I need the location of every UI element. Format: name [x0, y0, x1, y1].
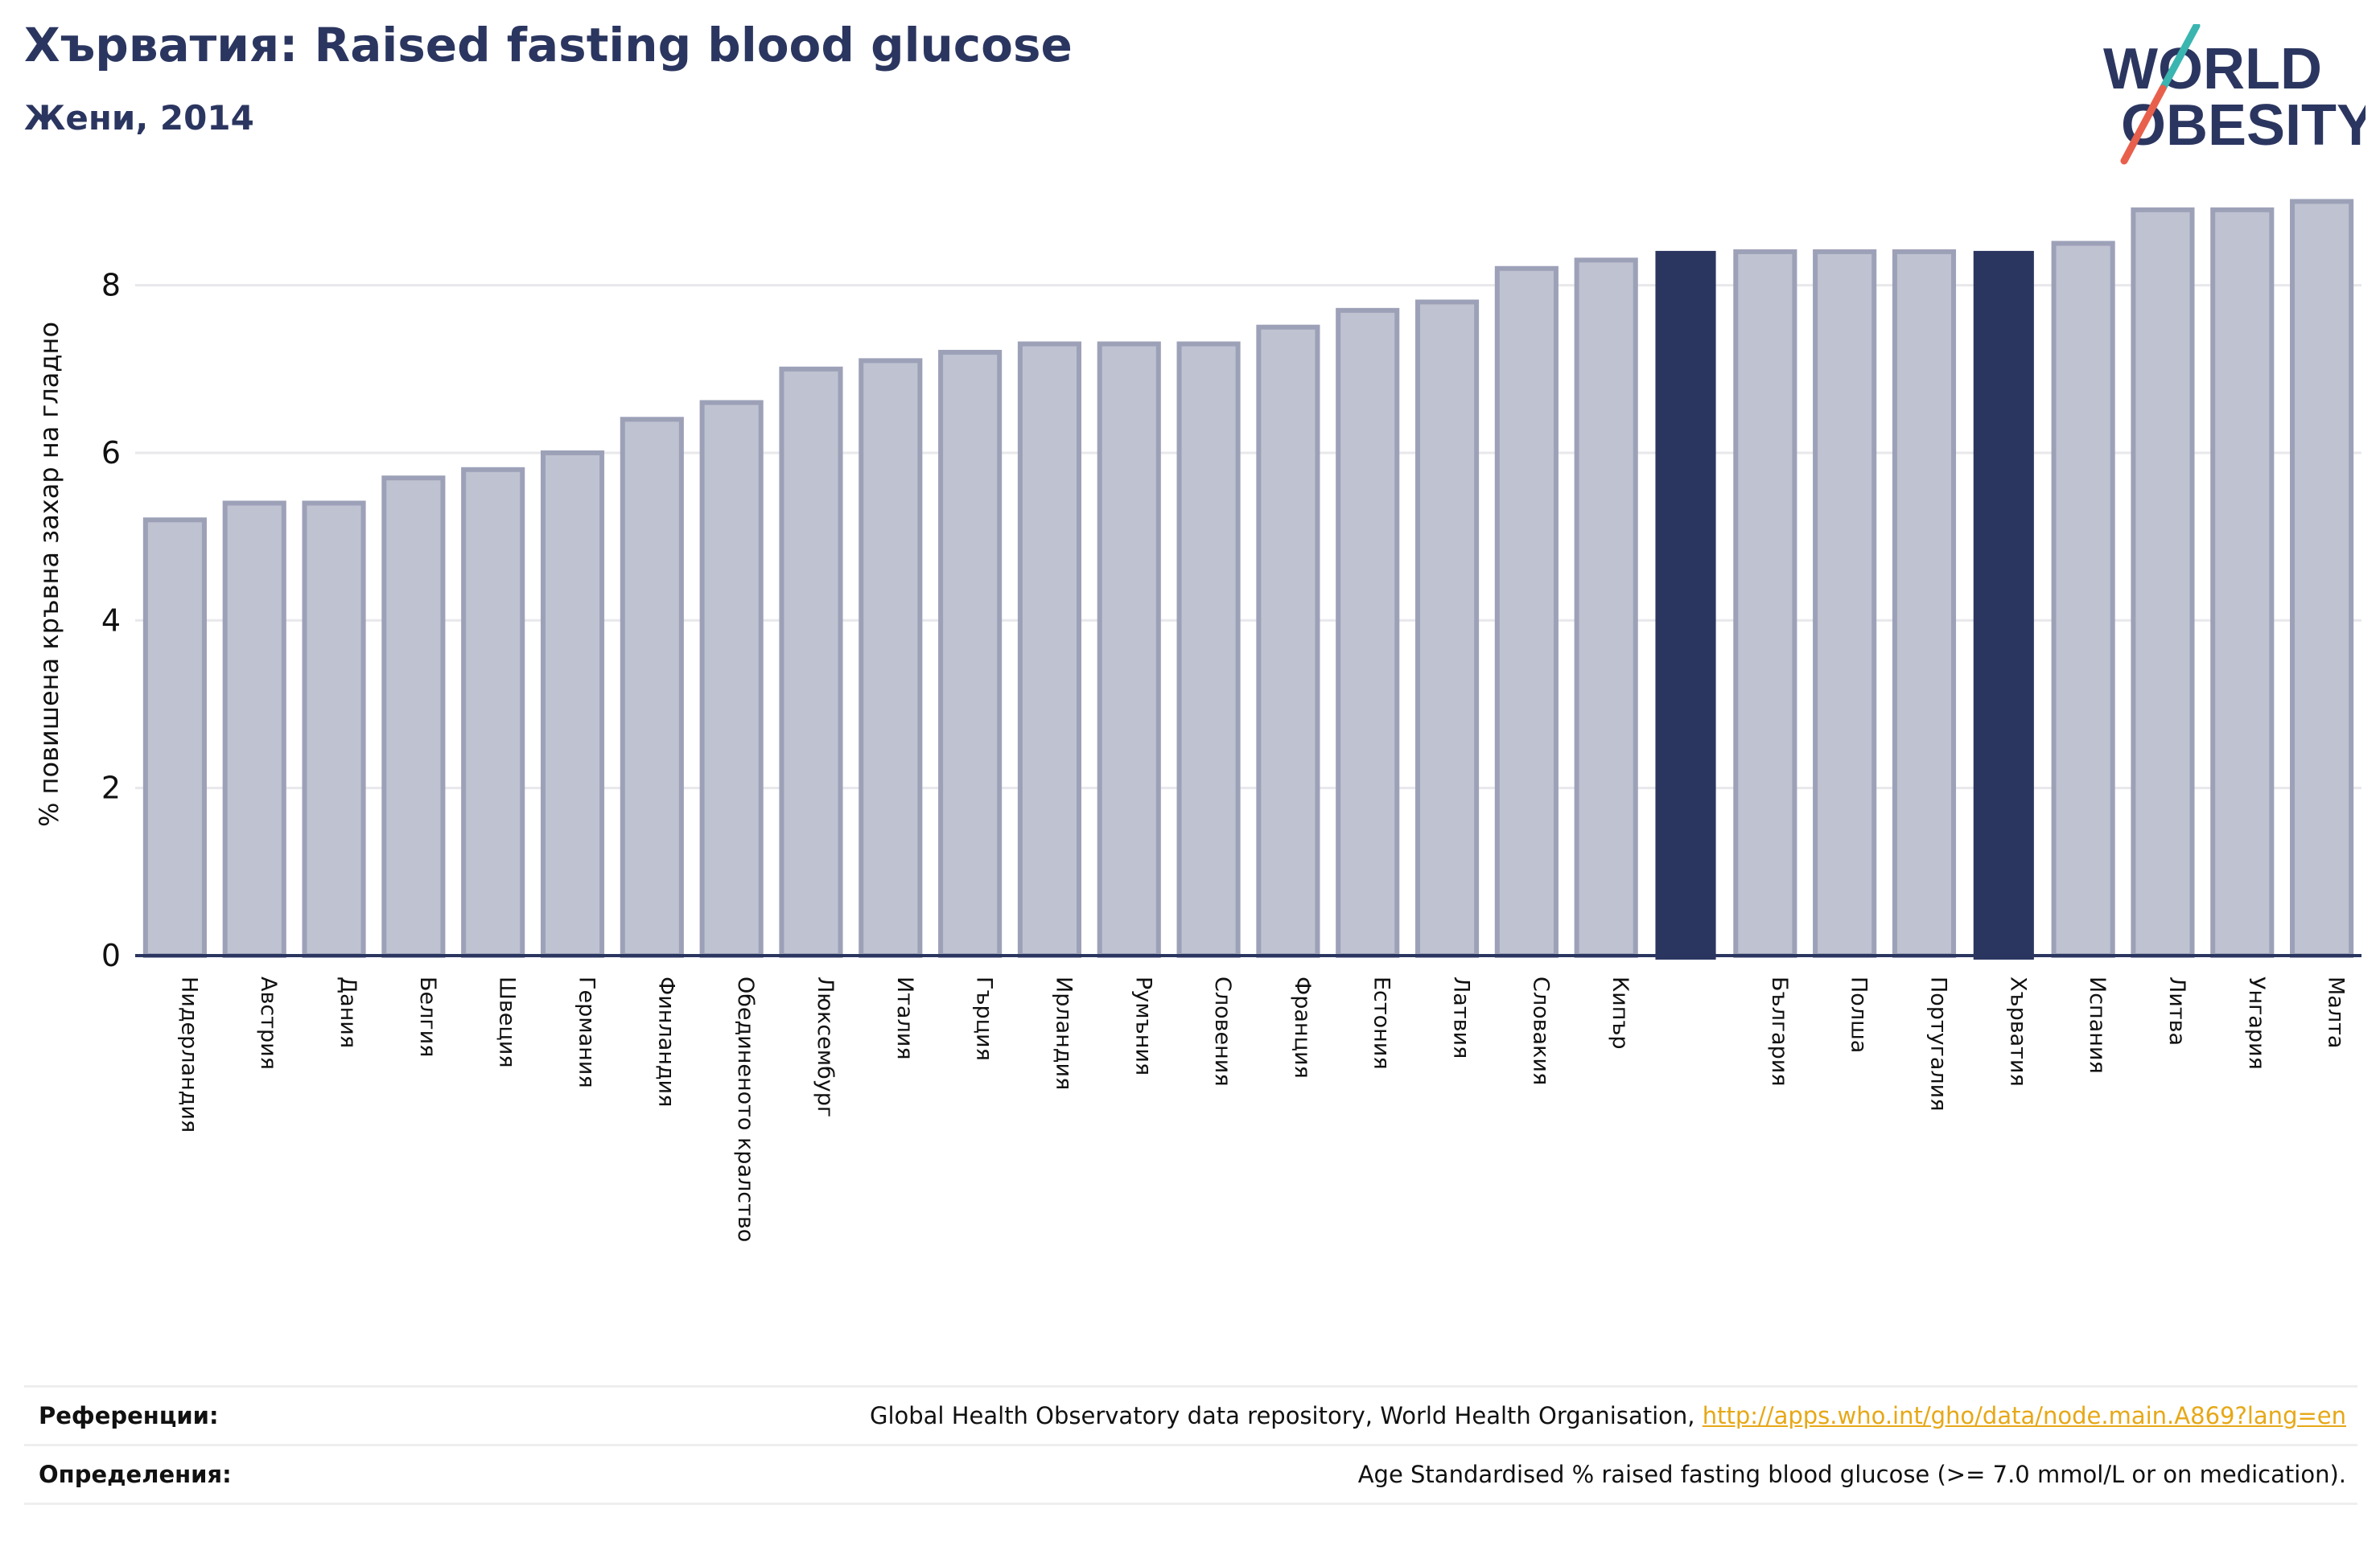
logo-slash-top [2159, 22, 2201, 93]
bar [1097, 341, 1161, 958]
bar [1813, 249, 1877, 958]
bar [1414, 299, 1480, 958]
x-tick-label: Кипър [1608, 977, 1633, 1050]
references-row: Референции: Global Health Observatory da… [24, 1385, 2357, 1444]
bar [1733, 249, 1797, 958]
logo-line-2: OBESITY [2121, 93, 2366, 158]
y-tick-label: 8 [101, 268, 121, 303]
bar-highlighted [1655, 250, 1716, 960]
x-tick-label: Франция [1290, 977, 1315, 1079]
x-tick-label: Унгария [2244, 977, 2269, 1070]
x-tick-label: Австрия [256, 977, 281, 1070]
x-tick-label: Италия [892, 977, 917, 1060]
x-tick-label: Белгия [415, 977, 440, 1057]
y-tick-label: 2 [101, 771, 121, 806]
definitions-row: Определения: Age Standardised % raised f… [24, 1444, 2357, 1505]
bar [1176, 341, 1241, 958]
x-tick-label: Гърция [972, 977, 997, 1061]
x-tick-label: Нидерландия [176, 977, 201, 1133]
bar [779, 366, 843, 958]
x-tick-label: Ирландия [1051, 977, 1076, 1090]
bar-highlighted [1973, 250, 2034, 960]
bar [938, 349, 1003, 958]
y-axis-label: % повишена кръвна захар на гладно [34, 322, 64, 827]
x-tick-label: Обединеното кралство [733, 977, 758, 1242]
y-tick-label: 6 [101, 435, 121, 471]
x-tick-label: Испания [2085, 977, 2110, 1074]
bar [2051, 241, 2115, 958]
definitions-label: Определения: [39, 1461, 232, 1488]
x-tick-label: Дания [336, 977, 360, 1048]
x-tick-label: Финландия [653, 977, 678, 1107]
logo-slash-bottom [2120, 84, 2167, 165]
y-tick-label: 0 [101, 938, 121, 973]
references-label: Референции: [39, 1402, 219, 1429]
y-tick-label: 4 [101, 602, 121, 638]
x-tick-label: Люксембург [813, 977, 838, 1117]
x-tick-label: Германия [574, 977, 599, 1088]
chart-subtitle: Жени, 2014 [24, 98, 254, 138]
x-tick-label: Литва [2164, 977, 2189, 1046]
bar [222, 500, 286, 958]
bar [1574, 257, 1638, 959]
x-tick-label: Естония [1369, 977, 1394, 1070]
footer-table: Референции: Global Health Observatory da… [24, 1385, 2357, 1505]
bar [2210, 207, 2275, 959]
bars [142, 199, 2354, 960]
bar [620, 417, 684, 958]
x-tick-label: Словения [1210, 977, 1235, 1087]
world-obesity-logo: WORLD OBESITY [2100, 22, 2375, 169]
x-tick-label: Хърватия [2005, 977, 2030, 1087]
references-link[interactable]: http://apps.who.int/gho/data/node.main.A… [1702, 1402, 2346, 1429]
references-value: Global Health Observatory data repositor… [870, 1402, 2357, 1429]
bar [859, 358, 923, 959]
bar [1892, 249, 1957, 958]
bar [142, 517, 207, 958]
logo-line-1: WORLD [2103, 37, 2322, 101]
x-tick-label: Румъния [1130, 977, 1155, 1075]
definitions-text: Age Standardised % raised fasting blood … [1357, 1461, 2346, 1488]
bar [1494, 265, 1559, 958]
bar [1017, 341, 1082, 958]
labels: 0 2 4 6 8 Нидерландия Австрия Дания Белгия Швеция… [34, 268, 2349, 1243]
references-text: Global Health Observatory data repositor… [869, 1402, 1703, 1429]
x-tick-label: Малта [2324, 977, 2349, 1048]
x-tick-label: Словакия [1528, 977, 1553, 1085]
bar [2290, 199, 2354, 958]
bar [461, 467, 525, 958]
bar [2131, 207, 2195, 959]
bar [1336, 307, 1400, 959]
bar [699, 400, 764, 958]
x-tick-label: Латвия [1449, 977, 1474, 1059]
bar-chart: 0 2 4 6 8 Нидерландия Австрия Дания Белгия Швеция… [34, 199, 2361, 1243]
x-tick-label: България [1767, 977, 1792, 1087]
bar [381, 475, 446, 958]
chart-title: Хърватия: Raised fasting blood glucose [24, 18, 1073, 72]
bar [540, 450, 605, 958]
bar [302, 500, 366, 958]
bar [1256, 324, 1320, 958]
x-tick-label: Швеция [495, 977, 520, 1068]
x-tick-label: Полша [1847, 977, 1871, 1053]
x-tick-label: Португалия [1925, 977, 1950, 1111]
